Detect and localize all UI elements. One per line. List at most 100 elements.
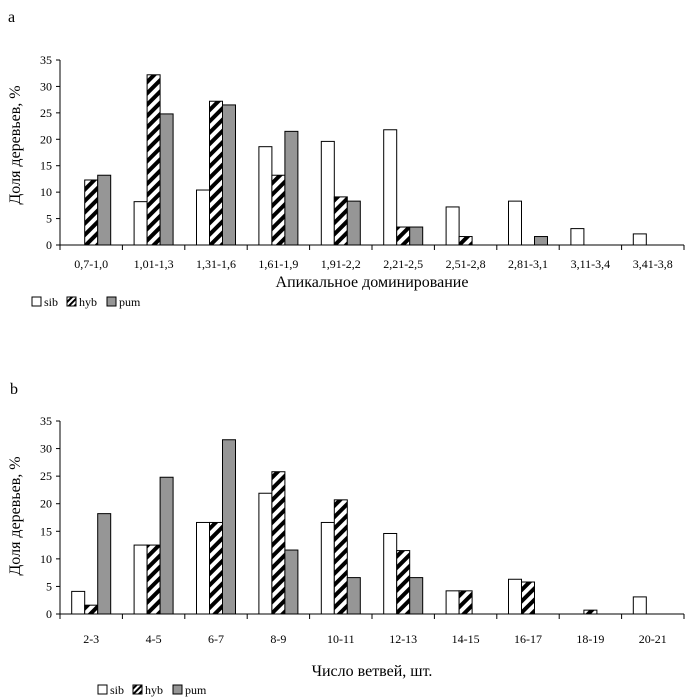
bar-pum-4: [346, 577, 361, 615]
x-tick-label: 1,01-1,3: [134, 257, 174, 271]
legend-swatch-pum: [172, 684, 183, 695]
bar-hyb-8: [583, 609, 598, 615]
x-tick-label: 4-5: [146, 632, 162, 646]
bar-hyb-5: [396, 550, 411, 615]
y-tick-label: 15: [40, 524, 52, 538]
x-tick-label: 1,91-2,2: [321, 257, 361, 271]
x-tick-label: 12-13: [389, 632, 417, 646]
bar-sib-5: [383, 129, 398, 246]
bar-sib-2: [196, 189, 210, 246]
bar-sib-7: [508, 200, 522, 246]
x-tick-label: 10-11: [327, 632, 355, 646]
bar-hyb-2: [209, 100, 223, 246]
bar-pum-4: [346, 200, 361, 246]
bar-pum-7: [534, 236, 548, 246]
x-tick-label: 8-9: [270, 632, 286, 646]
y-tick-label: 0: [46, 238, 52, 252]
bar-sib-5: [383, 532, 398, 615]
x-tick-label: 18-19: [576, 632, 604, 646]
bar-pum-0: [97, 174, 112, 246]
x-tick-label: 14-15: [452, 632, 480, 646]
y-tick-label: 5: [46, 212, 52, 226]
legend-label-sib: sib: [44, 295, 58, 309]
x-tick-label: 2,21-2,5: [383, 257, 423, 271]
y-axis-title-a: Доля деревьев, %: [7, 85, 24, 204]
bar-hyb-6: [458, 590, 473, 615]
y-tick-label: 20: [40, 497, 52, 511]
panel-label-a: a: [8, 9, 15, 26]
legend-label-hyb: hyb: [145, 683, 163, 697]
legend-swatch-sib: [31, 296, 42, 307]
bar-sib-3: [258, 146, 273, 246]
bar-hyb-5: [396, 226, 411, 246]
legend-label-pum: pum: [119, 295, 141, 309]
x-tick-label: 3,11-3,4: [571, 257, 611, 271]
bar-hyb-4: [333, 196, 348, 246]
x-tick-label: 6-7: [208, 632, 224, 646]
bar-sib-4: [320, 140, 335, 246]
y-tick-label: 25: [40, 469, 52, 483]
legend-label-hyb: hyb: [79, 295, 97, 309]
x-tick-label: 1,61-1,9: [258, 257, 298, 271]
bar-sib-9: [632, 596, 647, 615]
bar-pum-3: [284, 549, 299, 615]
x-tick-label: 2-3: [83, 632, 99, 646]
bar-sib-9: [632, 233, 647, 246]
bar-sib-1: [133, 201, 148, 246]
legend-a: sib hyb pum: [31, 295, 141, 309]
legend-swatch-hyb: [66, 296, 77, 307]
bar-sib-1: [133, 544, 148, 615]
y-axis-title-b: Доля деревьев, %: [7, 456, 24, 575]
bar-pum-2: [222, 104, 236, 246]
bar-pum-2: [222, 439, 236, 615]
y-tick-label: 35: [40, 53, 52, 67]
legend-label-pum: pum: [185, 683, 207, 697]
bar-hyb-7: [521, 581, 535, 615]
bar-hyb-0: [84, 604, 99, 615]
x-tick-label: 16-17: [514, 632, 542, 646]
bar-pum-5: [409, 577, 424, 615]
y-tick-label: 10: [40, 552, 52, 566]
y-tick-label: 30: [40, 442, 52, 456]
chart-a: a Доля деревьев, % Апикальное доминирова…: [7, 9, 685, 309]
bar-sib-6: [445, 590, 460, 615]
x-tick-label: 3,41-3,8: [633, 257, 673, 271]
bar-pum-0: [97, 513, 112, 615]
y-tick-label: 20: [40, 132, 52, 146]
bar-sib-4: [320, 521, 335, 615]
bar-hyb-4: [333, 499, 348, 615]
bar-hyb-3: [271, 174, 286, 246]
plot-area-a: 0 5 10 15 20 25 30 35 0,7-1,0 1,01-1,3 1,31-1,6 1,6…: [40, 53, 685, 271]
y-tick-label: 35: [40, 414, 52, 428]
bar-sib-7: [508, 578, 522, 615]
x-axis-title-a: Апикальное доминирование: [276, 274, 469, 291]
bar-pum-5: [409, 226, 424, 246]
legend-swatch-hyb: [132, 684, 143, 695]
bar-sib-2: [196, 521, 210, 615]
x-tick-label: 20-21: [639, 632, 667, 646]
bar-pum-1: [159, 113, 174, 246]
x-tick-label: 0,7-1,0: [74, 257, 108, 271]
legend-b: sib hyb pum: [97, 683, 207, 697]
bar-pum-3: [284, 130, 299, 246]
bar-hyb-2: [209, 521, 223, 615]
y-tick-label: 30: [40, 79, 52, 93]
panel-label-b: b: [10, 381, 18, 398]
legend-swatch-pum: [106, 296, 117, 307]
plot-area-b: 0 5 10 15 20 25 30 35 2-3 4-5 6-7 8-9 10-11 12-13 14-1…: [40, 414, 685, 646]
y-tick-label: 10: [40, 185, 52, 199]
legend-label-sib: sib: [110, 683, 124, 697]
bar-sib-0: [71, 590, 86, 615]
legend-swatch-sib: [97, 684, 108, 695]
bar-sib-8: [570, 228, 585, 246]
x-tick-label: 2,51-2,8: [446, 257, 486, 271]
bar-pum-1: [159, 476, 174, 615]
y-tick-label: 25: [40, 106, 52, 120]
bar-hyb-3: [271, 471, 286, 615]
y-tick-label: 15: [40, 159, 52, 173]
y-tick-label: 0: [46, 607, 52, 621]
bar-hyb-6: [458, 236, 473, 246]
chart-b: b Доля деревьев, % Число ветвей, шт. 0 5 1…: [7, 381, 685, 697]
bar-sib-6: [445, 206, 460, 246]
